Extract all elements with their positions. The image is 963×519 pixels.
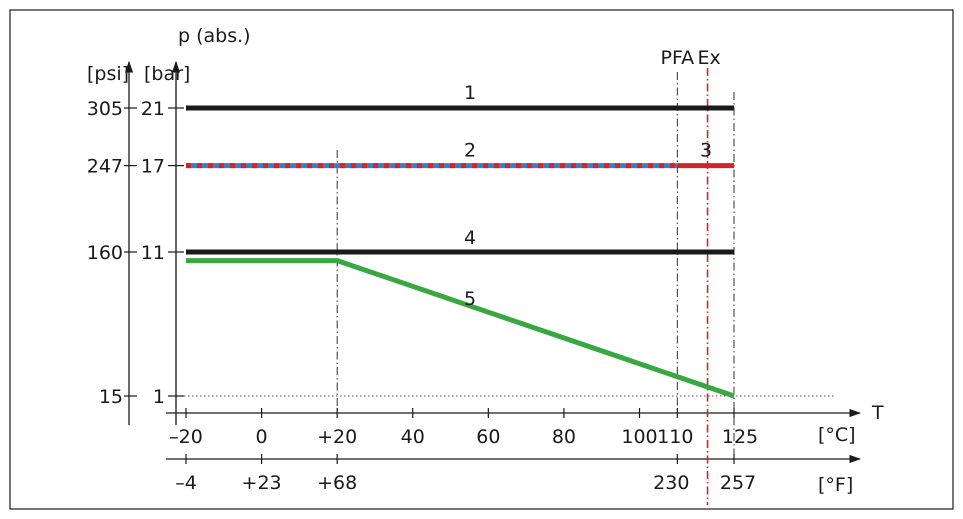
guides-layer xyxy=(176,68,836,505)
x-tick-celsius-label: 110 xyxy=(657,426,693,448)
x-axis-title: T xyxy=(871,402,884,424)
series-line-5 xyxy=(186,258,735,399)
y-unit-bar: [bar] xyxy=(144,63,190,85)
y-tick-bar-label: 11 xyxy=(141,242,165,264)
y-tick-bar-label: 21 xyxy=(141,98,165,120)
x-tick-celsius-label: +20 xyxy=(317,426,357,448)
x-tick-celsius-label: 60 xyxy=(476,426,500,448)
x-tick-fahrenheit-label: 257 xyxy=(720,472,756,494)
y-tick-psi-label: 160 xyxy=(87,242,123,264)
series-number-label-2: 2 xyxy=(464,140,476,162)
series-number-label-1: 1 xyxy=(464,82,476,104)
x-tick-fahrenheit-label: +68 xyxy=(317,472,357,494)
y-tick-bar-label: 17 xyxy=(141,156,165,178)
axes-layer xyxy=(124,60,862,464)
x-unit-celsius: [°C] xyxy=(818,424,856,446)
guide-label-ex: Ex xyxy=(698,47,721,69)
y-axis-title: p (abs.) xyxy=(178,25,251,47)
series-number-label-3: 3 xyxy=(700,140,712,162)
chart-frame xyxy=(9,9,954,510)
y-tick-psi-label: 15 xyxy=(99,386,123,408)
x-tick-fahrenheit-label: –4 xyxy=(175,472,197,494)
x-tick-celsius-label: 0 xyxy=(256,426,268,448)
series-number-label-4: 4 xyxy=(464,227,476,249)
y-tick-psi-label: 305 xyxy=(87,98,123,120)
y-tick-psi-label: 247 xyxy=(87,156,123,178)
x-unit-fahrenheit: [°F] xyxy=(818,474,853,496)
x-tick-celsius-label: –20 xyxy=(169,426,203,448)
x-tick-celsius-label: 40 xyxy=(401,426,425,448)
x-tick-celsius-label: 100 xyxy=(621,426,657,448)
x-tick-celsius-label: 125 xyxy=(722,426,758,448)
x-tick-celsius-label: 80 xyxy=(552,426,576,448)
y-unit-psi: [psi] xyxy=(87,63,129,85)
y-tick-bar-label: 1 xyxy=(153,386,165,408)
x-tick-fahrenheit-label: 230 xyxy=(653,472,689,494)
series-layer xyxy=(186,105,735,399)
series-number-label-5: 5 xyxy=(464,288,476,310)
guide-label-pfa: PFA xyxy=(660,47,694,69)
x-tick-fahrenheit-label: +23 xyxy=(242,472,282,494)
